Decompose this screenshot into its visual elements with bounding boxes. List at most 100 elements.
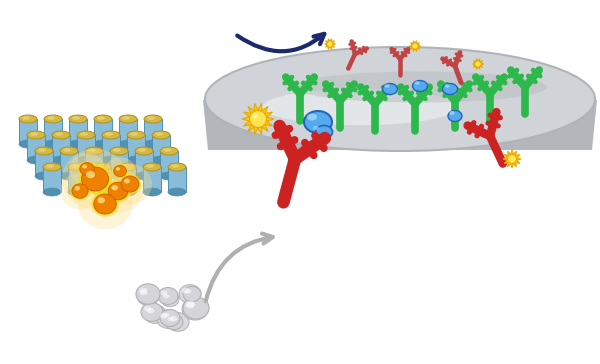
Polygon shape xyxy=(224,107,576,143)
Ellipse shape xyxy=(121,164,129,168)
Ellipse shape xyxy=(415,81,419,85)
Ellipse shape xyxy=(77,179,133,229)
Ellipse shape xyxy=(108,182,128,200)
Ellipse shape xyxy=(165,311,191,333)
Polygon shape xyxy=(77,135,95,160)
Ellipse shape xyxy=(445,84,449,88)
Ellipse shape xyxy=(52,156,70,164)
Ellipse shape xyxy=(97,116,105,120)
Ellipse shape xyxy=(116,167,120,171)
Ellipse shape xyxy=(70,153,104,185)
Polygon shape xyxy=(152,135,170,160)
Ellipse shape xyxy=(163,294,170,298)
Polygon shape xyxy=(206,101,594,149)
Polygon shape xyxy=(503,150,521,168)
Polygon shape xyxy=(215,104,585,146)
Polygon shape xyxy=(93,167,111,192)
Ellipse shape xyxy=(159,311,177,327)
Ellipse shape xyxy=(118,163,136,171)
Ellipse shape xyxy=(168,188,186,196)
Ellipse shape xyxy=(77,131,95,139)
Ellipse shape xyxy=(110,172,128,180)
Polygon shape xyxy=(127,135,145,160)
Polygon shape xyxy=(209,102,591,148)
Ellipse shape xyxy=(160,172,178,180)
Ellipse shape xyxy=(47,116,55,120)
Ellipse shape xyxy=(88,148,96,152)
Ellipse shape xyxy=(44,115,62,123)
Ellipse shape xyxy=(80,163,94,175)
Ellipse shape xyxy=(155,132,163,136)
Polygon shape xyxy=(203,100,597,150)
Ellipse shape xyxy=(163,313,170,317)
Ellipse shape xyxy=(27,131,45,139)
Polygon shape xyxy=(43,167,61,192)
Ellipse shape xyxy=(35,147,53,155)
Ellipse shape xyxy=(141,291,148,296)
Ellipse shape xyxy=(52,131,70,139)
Ellipse shape xyxy=(448,111,462,122)
Ellipse shape xyxy=(188,304,194,309)
Ellipse shape xyxy=(167,317,173,321)
Ellipse shape xyxy=(105,132,113,136)
Ellipse shape xyxy=(127,156,145,164)
Ellipse shape xyxy=(152,131,170,139)
Ellipse shape xyxy=(104,157,136,185)
Ellipse shape xyxy=(119,115,137,123)
Ellipse shape xyxy=(69,115,87,123)
Ellipse shape xyxy=(30,132,38,136)
Ellipse shape xyxy=(383,83,398,95)
Ellipse shape xyxy=(168,163,186,171)
Ellipse shape xyxy=(119,174,141,194)
Ellipse shape xyxy=(94,140,112,148)
Ellipse shape xyxy=(85,172,103,180)
Ellipse shape xyxy=(86,171,95,178)
Ellipse shape xyxy=(19,140,37,148)
Ellipse shape xyxy=(102,156,120,164)
Ellipse shape xyxy=(144,140,162,148)
Ellipse shape xyxy=(112,185,118,190)
Ellipse shape xyxy=(93,188,111,196)
Ellipse shape xyxy=(252,114,258,119)
Ellipse shape xyxy=(171,164,179,168)
Ellipse shape xyxy=(183,286,201,302)
Polygon shape xyxy=(44,119,62,144)
Ellipse shape xyxy=(122,116,130,120)
Ellipse shape xyxy=(60,173,100,209)
Ellipse shape xyxy=(160,147,178,155)
Polygon shape xyxy=(135,151,153,176)
Ellipse shape xyxy=(118,188,136,196)
Ellipse shape xyxy=(449,111,455,115)
Ellipse shape xyxy=(121,176,139,192)
Ellipse shape xyxy=(165,314,183,330)
Ellipse shape xyxy=(327,41,333,47)
Ellipse shape xyxy=(94,169,142,213)
Ellipse shape xyxy=(177,283,203,305)
Polygon shape xyxy=(168,167,186,192)
Ellipse shape xyxy=(72,184,88,198)
Ellipse shape xyxy=(144,115,162,123)
Ellipse shape xyxy=(146,164,154,168)
Ellipse shape xyxy=(158,288,178,305)
Ellipse shape xyxy=(55,132,63,136)
Ellipse shape xyxy=(142,303,168,325)
Ellipse shape xyxy=(135,147,153,155)
Ellipse shape xyxy=(160,309,180,327)
Ellipse shape xyxy=(413,80,427,91)
Ellipse shape xyxy=(78,161,96,177)
Polygon shape xyxy=(144,119,162,144)
Ellipse shape xyxy=(161,291,179,306)
Ellipse shape xyxy=(180,287,190,293)
Polygon shape xyxy=(110,151,128,176)
Polygon shape xyxy=(218,105,582,145)
Ellipse shape xyxy=(60,147,78,155)
Ellipse shape xyxy=(205,47,595,151)
Ellipse shape xyxy=(112,164,128,178)
Ellipse shape xyxy=(135,172,153,180)
Polygon shape xyxy=(27,135,45,160)
Ellipse shape xyxy=(94,194,116,214)
Ellipse shape xyxy=(145,307,154,313)
Polygon shape xyxy=(19,119,37,144)
Ellipse shape xyxy=(443,83,458,95)
Polygon shape xyxy=(118,167,136,192)
